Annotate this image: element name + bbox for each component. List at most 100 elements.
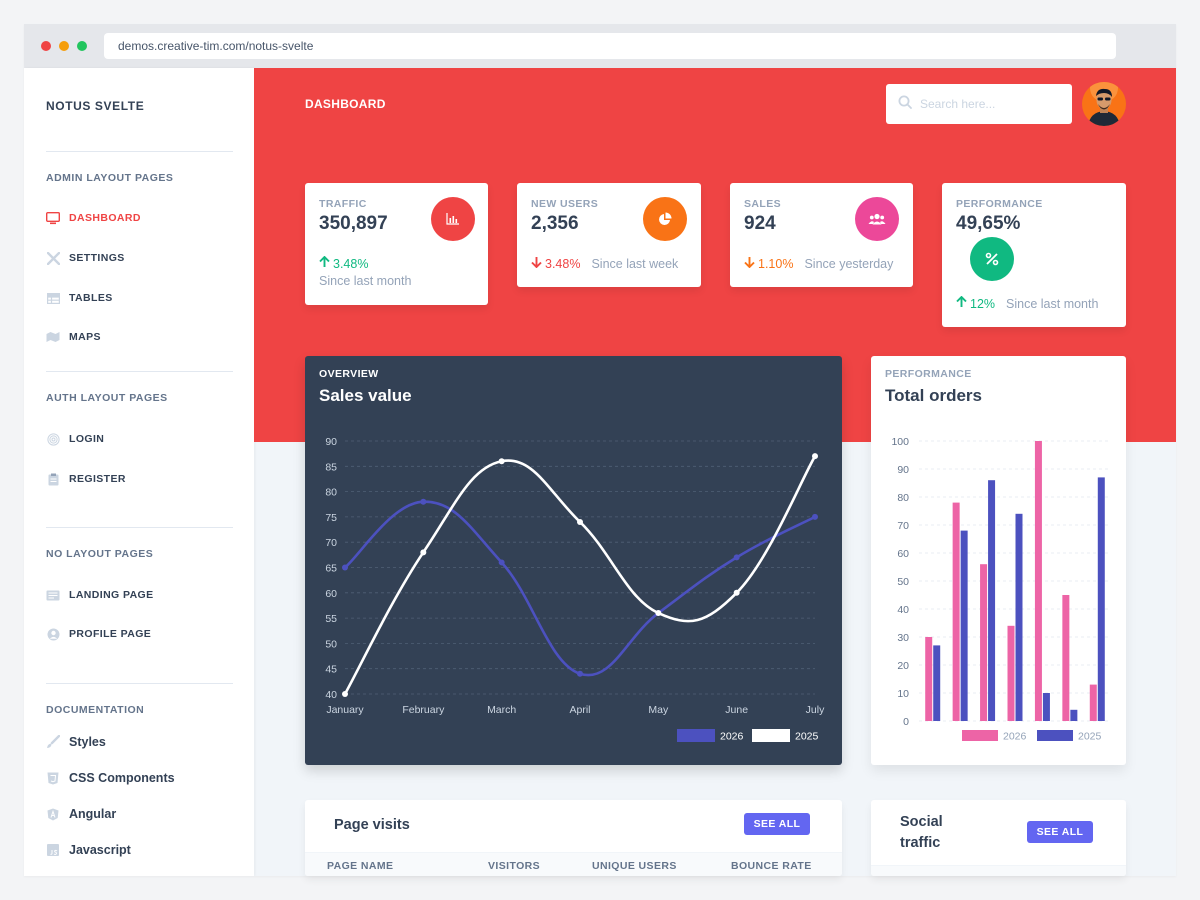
maximize-window-button[interactable]: [77, 41, 87, 51]
sales-value-card: OVERVIEW Sales value 40 45 50 55 60 65 70 75 80 8…: [305, 356, 842, 765]
table-header: [305, 852, 842, 876]
paintbrush-icon: [46, 735, 60, 749]
bar-2026: [1089, 684, 1097, 721]
sidebar-item-register[interactable]: REGISTER: [46, 469, 126, 489]
chart-bar-icon: [431, 197, 475, 241]
see-all-button[interactable]: SEE ALL: [744, 813, 810, 835]
browser-titlebar: demos.creative-tim.com/notus-svelte: [24, 24, 1176, 68]
sidebar-item-settings[interactable]: SETTINGS: [46, 248, 125, 268]
sidebar: NOTUS SVELTE ADMIN LAYOUT PAGES DASHBOAR…: [24, 68, 254, 876]
stat-since: Since last month: [1006, 296, 1099, 311]
card-title: Sales value: [319, 386, 412, 405]
stat-value: 350,897: [319, 213, 388, 234]
page-title[interactable]: DASHBOARD: [305, 97, 386, 111]
clipboard-icon: [46, 472, 60, 486]
legend-label: 2025: [1078, 731, 1102, 743]
sidebar-item-label: LOGIN: [69, 433, 105, 445]
address-bar[interactable]: demos.creative-tim.com/notus-svelte: [104, 33, 1116, 59]
column-header[interactable]: VISITORS: [488, 860, 541, 872]
data-point: [733, 589, 740, 596]
column-header[interactable]: BOUNCE RATE: [731, 860, 812, 872]
map-icon: [46, 330, 60, 344]
column-header[interactable]: UNIQUE USERS: [592, 860, 677, 872]
legend-label: 2026: [1003, 731, 1027, 743]
legend-swatch: [962, 730, 998, 741]
percent-icon: [970, 237, 1014, 281]
stat-since: Since yesterday: [804, 256, 894, 271]
search-box[interactable]: [886, 84, 1072, 124]
data-point: [420, 549, 427, 556]
avatar[interactable]: [1082, 82, 1126, 126]
legend-swatch: [1037, 730, 1073, 741]
close-window-button[interactable]: [41, 41, 51, 51]
arrow-down-icon: [744, 256, 755, 271]
stat-change: 3.48%: [545, 256, 581, 271]
stat-change-row: 1.10% Since yesterday: [744, 256, 893, 271]
y-tick-label: 70: [325, 537, 337, 549]
sidebar-item-landing-page[interactable]: LANDING PAGE: [46, 585, 154, 605]
bar-2025: [988, 480, 996, 721]
column-header[interactable]: PAGE NAME: [327, 860, 394, 872]
page-visits-panel: Page visits SEE ALL PAGE NAME VISITORS U…: [305, 800, 842, 876]
stat-label: NEW USERS: [531, 198, 599, 210]
card-title: Total orders: [885, 386, 982, 405]
stat-change: 1.10%: [758, 256, 794, 271]
sidebar-item-profile-page[interactable]: PROFILE PAGE: [46, 624, 151, 644]
legend-swatch: [677, 729, 715, 742]
stat-label: PERFORMANCE: [956, 198, 1043, 210]
bar-2026: [980, 564, 988, 721]
sidebar-item-css-components[interactable]: CSS Components: [46, 768, 175, 788]
y-tick-label: 90: [325, 436, 337, 448]
sidebar-divider: [46, 683, 233, 684]
legend-swatch: [752, 729, 790, 742]
data-point: [342, 564, 348, 571]
search-input[interactable]: [920, 97, 1060, 111]
stat-card-performance: PERFORMANCE 49,65% 12% Since last month: [942, 183, 1126, 327]
sidebar-item-label: Javascript: [69, 843, 131, 857]
sidebar-item-angular[interactable]: Angular: [46, 804, 116, 824]
sidebar-item-login[interactable]: LOGIN: [46, 429, 104, 449]
x-tick-label: May: [648, 704, 669, 716]
minimize-window-button[interactable]: [59, 41, 69, 51]
bar-2025: [1042, 693, 1050, 721]
stat-value: 2,356: [531, 213, 579, 234]
data-point: [733, 554, 740, 561]
y-tick-label: 55: [325, 613, 337, 625]
sidebar-divider: [46, 151, 233, 152]
stat-label: TRAFFIC: [319, 198, 367, 210]
sidebar-item-dashboard[interactable]: DASHBOARD: [46, 208, 141, 228]
sidebar-item-styles[interactable]: Styles: [46, 732, 106, 752]
stat-change-row: 3.48% Since last week: [531, 256, 678, 271]
see-all-button[interactable]: SEE ALL: [1027, 821, 1093, 843]
y-tick-label: 40: [325, 689, 337, 701]
stat-card-new-users: NEW USERS 2,356 3.48% Since last week: [517, 183, 701, 287]
panel-title: Social traffic: [900, 814, 943, 851]
y-tick-label: 60: [325, 588, 337, 600]
bar-2025: [1097, 477, 1105, 721]
stat-change: 12%: [970, 296, 996, 311]
fingerprint-icon: [46, 432, 60, 446]
stat-label: SALES: [744, 198, 782, 210]
social-traffic-panel: Social traffic SEE ALL: [871, 800, 1126, 876]
section-heading-admin: ADMIN LAYOUT PAGES: [46, 172, 174, 184]
stat-change: 3.48%: [333, 256, 369, 271]
sidebar-divider: [46, 527, 233, 528]
y-tick-label: 30: [897, 632, 909, 644]
data-point: [577, 518, 583, 525]
bar-2026: [1034, 441, 1042, 721]
sidebar-divider: [46, 371, 233, 372]
section-heading-auth: AUTH LAYOUT PAGES: [46, 392, 168, 404]
sidebar-item-label: Styles: [69, 735, 106, 749]
x-tick-label: July: [806, 704, 825, 716]
sidebar-item-maps[interactable]: MAPS: [46, 327, 101, 347]
y-tick-label: 80: [897, 492, 909, 504]
sidebar-item-javascript[interactable]: Javascript: [46, 840, 131, 860]
orders-bar-chart: 0 10 20 30 40 50 60 70 80 90 100 2026 2025: [891, 436, 1111, 743]
sales-line-chart: 40 45 50 55 60 65 70 75 80 85 90 January February Mar…: [325, 436, 825, 743]
y-tick-label: 50: [325, 638, 337, 650]
x-tick-label: March: [487, 704, 516, 716]
brand-logo[interactable]: NOTUS SVELTE: [46, 99, 145, 113]
stat-card-sales: SALES 924 1.10% Since yesterday: [730, 183, 913, 287]
sidebar-item-tables[interactable]: TABLES: [46, 288, 113, 308]
bar-2026: [1062, 595, 1070, 721]
